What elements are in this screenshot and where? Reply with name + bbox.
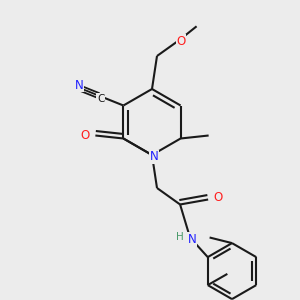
Text: O: O — [214, 191, 223, 204]
Text: O: O — [176, 35, 186, 48]
Text: H: H — [176, 232, 184, 242]
Text: N: N — [75, 79, 84, 92]
Text: C: C — [97, 94, 104, 103]
Text: N: N — [188, 233, 196, 246]
Text: N: N — [150, 151, 158, 164]
Text: O: O — [81, 129, 90, 142]
